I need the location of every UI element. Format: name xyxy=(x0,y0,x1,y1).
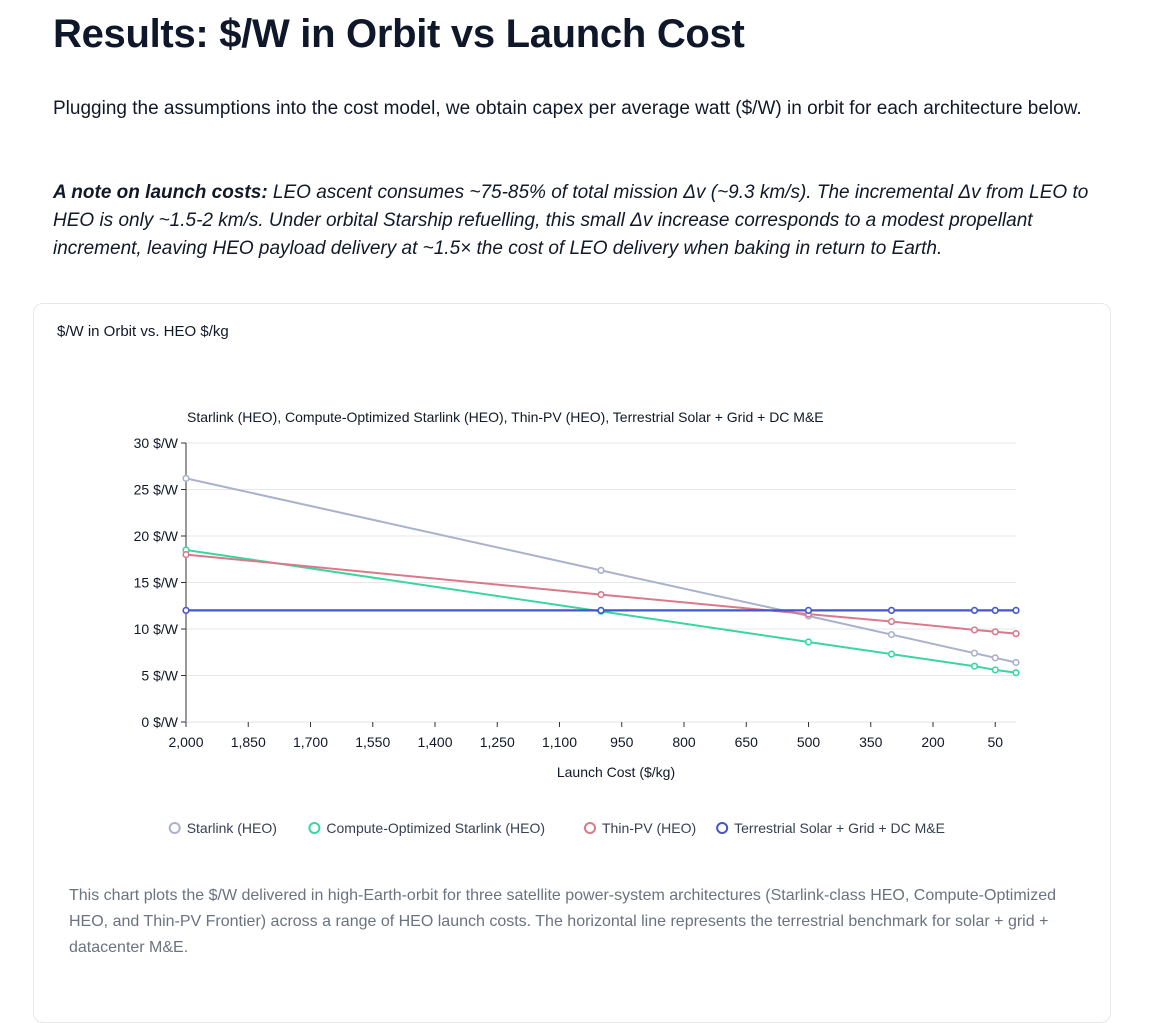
legend-label: Terrestrial Solar + Grid + DC M&E xyxy=(734,820,945,836)
x-tick-label: 2,000 xyxy=(168,734,203,750)
legend-item: Thin-PV (HEO) xyxy=(584,820,696,836)
legend-marker xyxy=(168,822,181,834)
x-tick-label: 200 xyxy=(921,734,945,750)
chart-title: Starlink (HEO), Compute-Optimized Starli… xyxy=(187,409,824,425)
y-tick-label: 10 $/W xyxy=(134,621,179,637)
x-tick-label: 1,550 xyxy=(355,734,390,750)
data-point xyxy=(182,606,190,615)
data-point xyxy=(1012,669,1020,677)
x-tick-label: 1,850 xyxy=(231,734,266,750)
intro-paragraph: Plugging the assumptions into the cost m… xyxy=(53,98,1082,119)
series-group xyxy=(182,606,1020,615)
data-point xyxy=(887,630,896,639)
x-tick-label: 1,100 xyxy=(542,734,577,750)
data-point xyxy=(1012,606,1020,615)
legend-label: Starlink (HEO) xyxy=(187,820,277,836)
y-tick-label: 0 $/W xyxy=(141,714,178,730)
chart-caption: This chart plots the $/W delivered in hi… xyxy=(69,887,1057,956)
x-tick-label: 950 xyxy=(610,734,634,750)
x-tick-label: 650 xyxy=(735,734,759,750)
y-tick-label: 5 $/W xyxy=(141,668,178,684)
data-point xyxy=(804,638,813,646)
data-point xyxy=(1012,658,1020,667)
legend-marker xyxy=(716,822,729,834)
data-point xyxy=(887,606,896,615)
data-point xyxy=(970,626,979,634)
data-point xyxy=(597,590,605,599)
y-tick-label: 15 $/W xyxy=(134,575,179,591)
data-point xyxy=(804,606,813,615)
legend-item: Compute-Optimized Starlink (HEO) xyxy=(308,820,545,836)
launch-cost-note: A note on launch costs: LEO ascent consu… xyxy=(53,179,1103,263)
legend-label: Compute-Optimized Starlink (HEO) xyxy=(326,820,545,836)
data-point xyxy=(182,474,190,482)
data-point xyxy=(991,666,999,674)
data-point xyxy=(991,654,999,662)
legend-item: Terrestrial Solar + Grid + DC M&E xyxy=(716,820,945,836)
series-group xyxy=(182,550,1020,638)
x-tick-label: 1,700 xyxy=(293,734,328,750)
x-axis-label: Launch Cost ($/kg) xyxy=(557,764,675,780)
data-point xyxy=(991,628,999,636)
note-label: A note on launch costs: xyxy=(53,182,268,203)
y-tick-label: 25 $/W xyxy=(134,482,179,498)
data-point xyxy=(970,662,979,670)
legend-marker xyxy=(308,822,321,834)
data-point xyxy=(597,606,605,615)
data-point xyxy=(597,566,605,575)
data-point xyxy=(970,649,979,657)
data-point xyxy=(887,617,896,626)
data-point xyxy=(1012,630,1020,638)
x-tick-label: 800 xyxy=(672,734,696,750)
x-tick-label: 1,400 xyxy=(417,734,452,750)
x-tick-label: 50 xyxy=(987,734,1003,750)
line-chart: Starlink (HEO), Compute-Optimized Starli… xyxy=(134,409,1020,836)
data-point xyxy=(991,606,999,615)
data-point xyxy=(887,650,896,658)
page-title: Results: $/W in Orbit vs Launch Cost xyxy=(53,12,745,56)
x-tick-label: 500 xyxy=(797,734,821,750)
x-tick-label: 1,250 xyxy=(480,734,515,750)
note-text: LEO ascent consumes ~75-85% of total mis… xyxy=(53,182,1089,259)
series-group xyxy=(182,474,1020,667)
y-tick-label: 30 $/W xyxy=(134,435,179,451)
chart-card-title: $/W in Orbit vs. HEO $/kg xyxy=(57,323,229,340)
chart-card xyxy=(33,303,1111,1023)
data-point xyxy=(970,606,979,615)
y-tick-label: 20 $/W xyxy=(134,528,179,544)
x-tick-label: 350 xyxy=(859,734,883,750)
legend-label: Thin-PV (HEO) xyxy=(602,820,696,836)
legend-marker xyxy=(584,822,596,834)
data-point xyxy=(182,550,190,559)
legend-item: Starlink (HEO) xyxy=(168,820,277,836)
